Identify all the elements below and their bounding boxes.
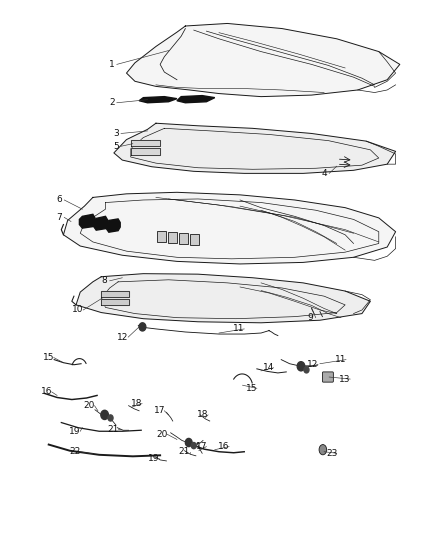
Text: 10: 10 [72, 305, 84, 314]
FancyBboxPatch shape [322, 372, 333, 382]
Text: 18: 18 [197, 410, 209, 419]
Polygon shape [106, 219, 120, 232]
Text: 19: 19 [70, 427, 81, 436]
Bar [168, 232, 177, 243]
Text: 22: 22 [70, 447, 81, 456]
Text: 23: 23 [326, 449, 337, 458]
Polygon shape [127, 23, 400, 96]
Text: 12: 12 [307, 360, 318, 369]
Circle shape [108, 415, 113, 421]
Text: 17: 17 [196, 442, 207, 451]
Circle shape [304, 367, 309, 373]
Text: 14: 14 [263, 364, 274, 373]
Text: 18: 18 [131, 399, 143, 408]
Text: 8: 8 [102, 276, 107, 285]
Polygon shape [139, 96, 177, 103]
Text: 21: 21 [179, 447, 190, 456]
Polygon shape [101, 291, 129, 297]
Text: 15: 15 [43, 353, 54, 362]
Text: 5: 5 [113, 142, 119, 151]
Text: 17: 17 [154, 406, 165, 415]
Bar [157, 231, 166, 242]
Circle shape [101, 410, 109, 419]
Text: 12: 12 [117, 333, 129, 342]
Polygon shape [79, 214, 95, 228]
Polygon shape [114, 123, 396, 173]
Text: 11: 11 [233, 325, 245, 334]
Text: 1: 1 [109, 60, 115, 69]
Polygon shape [64, 192, 396, 264]
Polygon shape [131, 140, 160, 146]
Text: 3: 3 [113, 129, 119, 138]
Text: 2: 2 [109, 98, 115, 107]
Ellipse shape [319, 445, 327, 455]
Text: 20: 20 [84, 401, 95, 410]
Text: 16: 16 [41, 387, 53, 397]
Text: 19: 19 [148, 454, 159, 463]
Text: 20: 20 [156, 430, 168, 439]
Bar [179, 233, 188, 244]
Circle shape [297, 362, 305, 371]
Polygon shape [76, 273, 371, 323]
Text: 6: 6 [57, 196, 62, 205]
Text: 7: 7 [57, 213, 62, 222]
Polygon shape [94, 216, 108, 230]
Circle shape [185, 439, 192, 447]
Circle shape [191, 442, 196, 449]
Text: 11: 11 [335, 355, 347, 364]
Circle shape [139, 323, 146, 331]
Bar [190, 234, 199, 245]
Text: 16: 16 [218, 442, 230, 451]
Polygon shape [177, 95, 215, 103]
Polygon shape [131, 148, 160, 155]
Text: 4: 4 [321, 169, 327, 178]
Text: 15: 15 [246, 384, 258, 393]
Text: 21: 21 [107, 425, 119, 434]
Polygon shape [101, 298, 129, 305]
Text: 13: 13 [339, 375, 351, 384]
Text: 9: 9 [308, 313, 314, 322]
